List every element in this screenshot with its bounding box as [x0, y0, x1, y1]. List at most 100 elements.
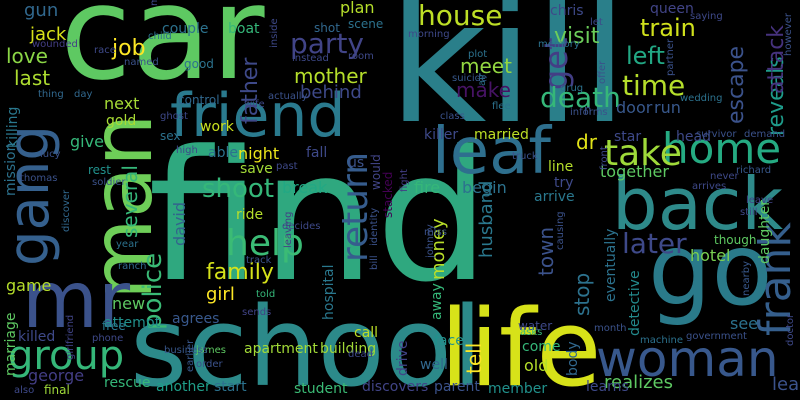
cloud-word: actually: [268, 91, 308, 102]
cloud-word: tell: [462, 342, 486, 374]
cloud-word: together: [600, 162, 669, 181]
cloud-word: mother: [294, 64, 367, 88]
cloud-word: though: [714, 233, 757, 247]
cloud-word: drug: [560, 83, 584, 94]
cloud-word: past: [276, 161, 298, 172]
cloud-word: informs: [570, 107, 608, 118]
cloud-word: mission: [3, 142, 19, 196]
cloud-word: apartment: [244, 341, 318, 357]
cloud-word: find: [148, 113, 490, 322]
cloud-word: george: [28, 366, 85, 385]
cloud-word: queen: [650, 1, 694, 17]
cloud-word: good: [184, 57, 214, 71]
cloud-word: partner: [665, 38, 676, 76]
cloud-word: hospital: [321, 264, 337, 320]
cloud-word: try: [554, 175, 574, 191]
cloud-word: meet: [460, 54, 512, 78]
cloud-word: sends: [242, 307, 272, 318]
cloud-word: wedding: [680, 93, 723, 104]
cloud-word: come: [522, 339, 561, 355]
cloud-word: soldier: [92, 177, 126, 188]
cloud-word: killing: [5, 106, 21, 148]
cloud-word: parent: [434, 379, 480, 395]
cloud-word: offer: [597, 60, 608, 84]
cloud-word: building: [320, 341, 377, 357]
cloud-word: door: [616, 98, 653, 117]
cloud-word: track: [246, 255, 272, 266]
cloud-word: help: [226, 223, 304, 264]
cloud-word: race: [94, 45, 116, 56]
cloud-word: body: [565, 341, 581, 376]
cloud-word: agrees: [172, 311, 220, 327]
cloud-word: government: [686, 331, 747, 342]
cloud-word: father: [238, 57, 263, 124]
cloud-word: child: [148, 31, 172, 42]
cloud-word: instead: [292, 53, 329, 64]
cloud-word: go: [648, 211, 773, 328]
cloud-word: jack: [30, 24, 67, 45]
cloud-word: wife: [244, 99, 265, 110]
cloud-word: student: [294, 381, 348, 397]
cloud-word: gold: [106, 113, 137, 129]
cloud-word: new: [112, 294, 146, 313]
cloud-word: later: [622, 227, 687, 260]
cloud-word: business: [164, 345, 208, 356]
cloud-word: men: [149, 0, 160, 6]
cloud-word: leave: [746, 195, 774, 206]
cloud-word: n: [584, 103, 592, 117]
cloud-word: plot: [468, 49, 488, 60]
cloud-word: decides: [282, 221, 321, 232]
cloud-word: girlfriend: [65, 314, 76, 360]
cloud-word: drive: [395, 340, 411, 376]
cloud-word: family: [206, 260, 274, 285]
cloud-word: saying: [690, 11, 723, 22]
cloud-word: bill: [369, 255, 380, 270]
cloud-word: final: [44, 383, 70, 397]
cloud-word: death: [540, 81, 621, 114]
cloud-word: friend: [170, 81, 346, 151]
cloud-word: still: [740, 207, 758, 218]
cloud-word: give: [70, 132, 104, 151]
cloud-word: room: [348, 51, 374, 62]
cloud-word: shoot: [202, 174, 275, 204]
cloud-word: well: [420, 357, 448, 373]
cloud-word: group: [8, 333, 125, 379]
cloud-word: order: [196, 359, 223, 370]
cloud-word: back: [612, 162, 784, 246]
cloud-word: phone: [92, 333, 124, 344]
cloud-word: identity: [369, 207, 380, 246]
cloud-word: inside: [269, 18, 280, 48]
cloud-word: morning: [408, 29, 450, 40]
cloud-word: would: [369, 154, 383, 190]
cloud-word: kill: [388, 0, 629, 162]
cloud-word: johnny: [425, 224, 436, 258]
cloud-word: left: [626, 42, 665, 70]
cloud-word: named: [124, 57, 159, 68]
cloud-word: however: [783, 13, 794, 56]
cloud-word: husband: [476, 180, 497, 258]
cloud-word: free: [102, 319, 126, 333]
cloud-word: nearby: [741, 261, 752, 296]
cloud-word: take: [604, 133, 682, 174]
cloud-word: see: [730, 314, 759, 333]
cloud-word: miss: [424, 227, 447, 238]
cloud-word: make: [456, 78, 511, 102]
cloud-word: told: [256, 289, 276, 300]
cloud-word: married: [474, 127, 529, 143]
cloud-word: house: [418, 0, 503, 32]
cloud-word: david: [170, 201, 189, 246]
cloud-word: another: [156, 379, 211, 395]
cloud-word: life: [440, 287, 602, 400]
cloud-word: realizes: [604, 372, 674, 393]
cloud-word: asks: [520, 327, 543, 338]
cloud-word: job: [112, 36, 146, 61]
cloud-word: rest: [88, 163, 112, 177]
cloud-word: star: [614, 129, 642, 145]
cloud-word: james: [196, 345, 227, 356]
cloud-word: wounded: [32, 39, 78, 50]
cloud-word: scene: [348, 17, 384, 31]
cloud-word: discovers: [362, 379, 429, 395]
cloud-word: town: [534, 226, 558, 276]
cloud-word: memory: [538, 39, 580, 50]
